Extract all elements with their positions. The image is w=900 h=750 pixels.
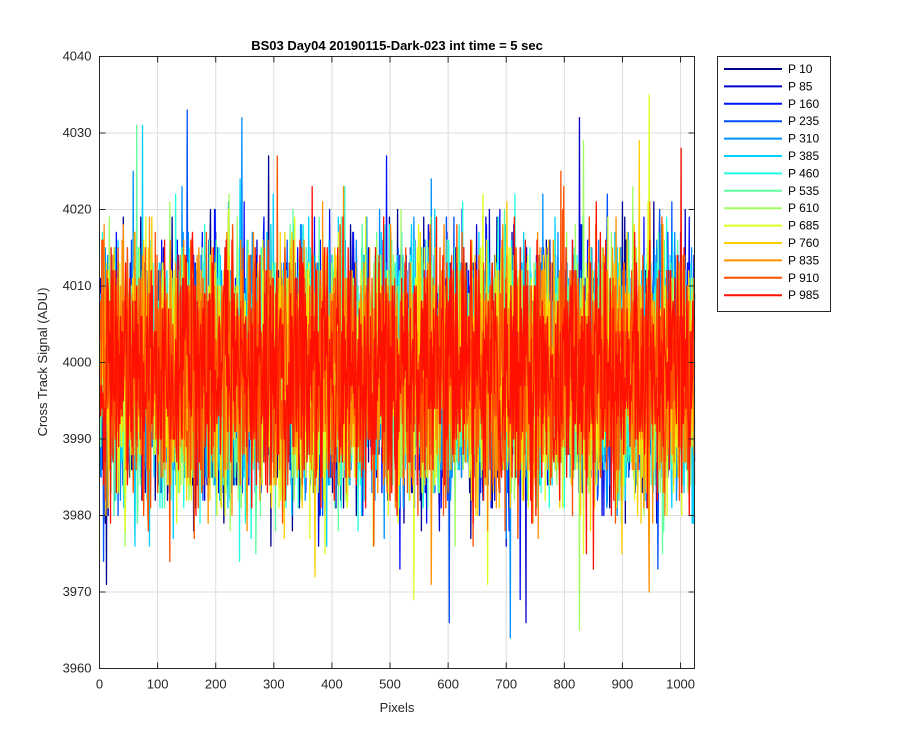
y-tick-label: 3970	[63, 584, 92, 599]
legend: P 10 P 85 P 160 P 235 P 310 P 385 P 460 P 535 P …	[717, 56, 831, 312]
x-tick-label: 400	[321, 677, 343, 692]
legend-label: P 85	[788, 79, 813, 93]
y-tick-label: 3990	[63, 431, 92, 446]
legend-label: P 610	[788, 201, 819, 215]
legend-label: P 985	[788, 288, 819, 302]
x-tick-label: 500	[379, 677, 401, 692]
series-layer	[99, 94, 696, 639]
x-tick-label: 700	[495, 677, 517, 692]
x-tick-label: 0	[96, 677, 103, 692]
x-tick-label: 200	[205, 677, 227, 692]
x-axis-label: Pixels	[380, 700, 415, 715]
y-tick-label: 4010	[63, 278, 92, 293]
legend-label: P 160	[788, 97, 819, 111]
y-tick-label: 4040	[63, 49, 92, 64]
legend-label: P 385	[788, 149, 819, 163]
x-tick-label: 600	[437, 677, 459, 692]
chart-title: BS03 Day04 20190115-Dark-023 int time = …	[251, 38, 543, 53]
y-tick-label: 4030	[63, 125, 92, 140]
legend-box	[717, 56, 831, 312]
x-tick-label: 300	[263, 677, 285, 692]
legend-label: P 535	[788, 184, 819, 198]
legend-label: P 310	[788, 132, 819, 146]
y-tick-label: 3980	[63, 508, 92, 523]
y-tick-label: 4020	[63, 202, 92, 217]
y-axis-label: Cross Track Signal (ADU)	[35, 288, 50, 437]
legend-label: P 460	[788, 166, 819, 180]
ticks: 0 100 200 300 400 500 600 700 800 900 1000 3960 3970…	[63, 49, 695, 692]
series-line-p-985	[99, 147, 696, 570]
legend-label: P 835	[788, 253, 819, 267]
y-tick-label: 3960	[63, 661, 92, 676]
x-tick-label: 1000	[666, 677, 695, 692]
legend-label: P 235	[788, 114, 819, 128]
x-tick-label: 900	[612, 677, 634, 692]
legend-label: P 10	[788, 62, 813, 76]
x-tick-label: 100	[147, 677, 169, 692]
x-tick-label: 800	[553, 677, 575, 692]
legend-label: P 910	[788, 271, 819, 285]
y-tick-label: 4000	[63, 355, 92, 370]
legend-label: P 685	[788, 219, 819, 233]
legend-label: P 760	[788, 236, 819, 250]
